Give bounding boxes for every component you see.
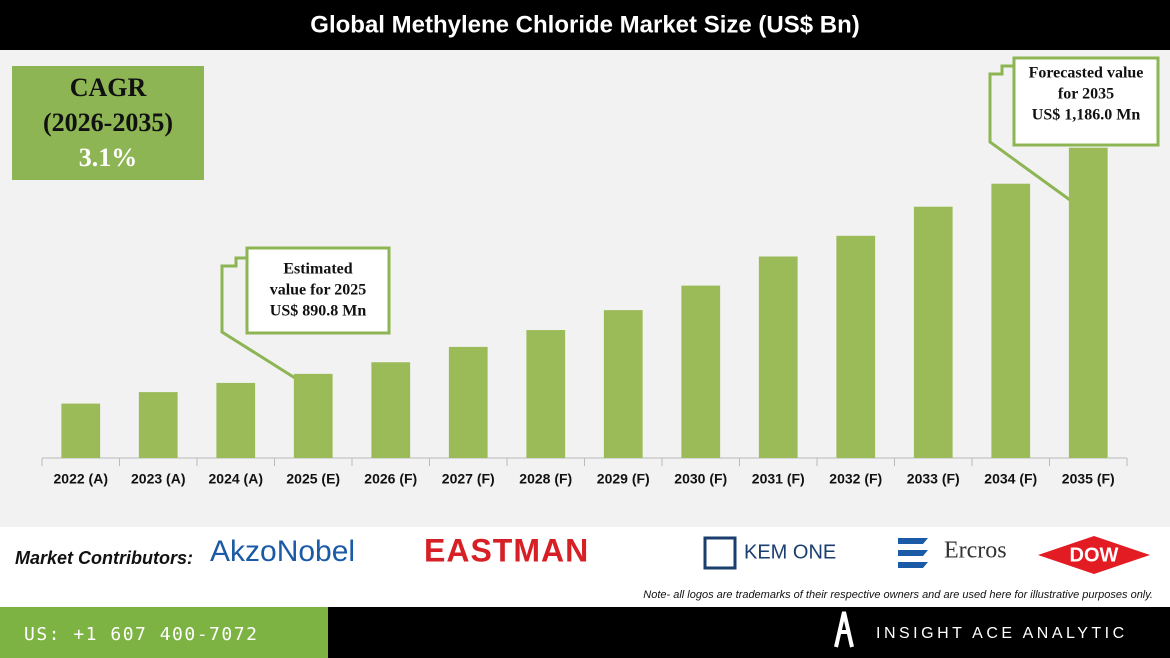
x-tick-label: 2024 (A) (209, 471, 263, 487)
footer-right (328, 607, 1170, 658)
callout-box (1012, 56, 1160, 147)
callout-text: for 2035 (1058, 86, 1114, 103)
logo-icon (703, 536, 737, 570)
x-tick-label: 2033 (F) (907, 471, 960, 487)
x-tick-label: 2026 (F) (364, 471, 417, 487)
bar (448, 346, 488, 458)
callout-text: value for 2025 (270, 282, 367, 299)
bar (293, 373, 333, 458)
logo-icon (898, 538, 928, 568)
x-tick-label: 2025 (E) (286, 471, 340, 487)
callout-box (245, 246, 391, 335)
x-tick-label: 2031 (F) (752, 471, 805, 487)
brand: INSIGHT ACE ANALYTIC (876, 625, 1128, 642)
bar (216, 382, 256, 458)
bar (371, 362, 411, 458)
logo: EASTMAN (424, 532, 589, 568)
bar (526, 330, 566, 458)
logo: KEM ONE (744, 541, 836, 563)
bar (1068, 147, 1108, 458)
cagr-value: 3.1% (79, 143, 138, 172)
x-tick-label: 2034 (F) (984, 471, 1037, 487)
logo: DOW (1070, 544, 1119, 566)
x-tick-label: 2029 (F) (597, 471, 650, 487)
x-tick-label: 2027 (F) (442, 471, 495, 487)
cagr-title: CAGR (70, 73, 147, 102)
bar (758, 256, 798, 458)
callout-text: Estimated (283, 261, 352, 278)
bar (138, 392, 178, 458)
bar (913, 206, 953, 458)
callout-line (220, 256, 296, 380)
bar (681, 285, 721, 458)
callout-text: Forecasted value (1029, 65, 1144, 82)
x-tick-label: 2032 (F) (829, 471, 882, 487)
x-tick-label: 2035 (F) (1062, 471, 1115, 487)
callout-text: US$ 1,186.0 Mn (1032, 107, 1141, 124)
bar (991, 183, 1031, 458)
x-tick-label: 2023 (A) (131, 471, 185, 487)
phone: US: +1 607 400-7072 (24, 624, 258, 645)
cagr-period: (2026-2035) (43, 108, 173, 137)
logo-icon (1038, 536, 1150, 574)
title-bar (0, 0, 1170, 50)
note: Note- all logos are trademarks of their … (643, 589, 1153, 601)
bar (61, 403, 101, 458)
logo: AkzoNobel (210, 535, 355, 568)
footer-left (0, 607, 328, 658)
callout-line (988, 64, 1071, 202)
contributors-label: Market Contributors: (15, 548, 193, 568)
contributors-band (0, 527, 1170, 607)
x-tick-label: 2030 (F) (674, 471, 727, 487)
bar (603, 310, 643, 458)
cagr-box (12, 66, 204, 180)
x-tick-label: 2022 (A) (54, 471, 108, 487)
x-tick-label: 2028 (F) (519, 471, 572, 487)
callout-text: US$ 890.8 Mn (270, 303, 367, 320)
brand-icon (834, 611, 854, 648)
bar (836, 235, 876, 458)
chart-title: Global Methylene Chloride Market Size (U… (310, 11, 859, 38)
logo: Ercros (944, 538, 1007, 564)
